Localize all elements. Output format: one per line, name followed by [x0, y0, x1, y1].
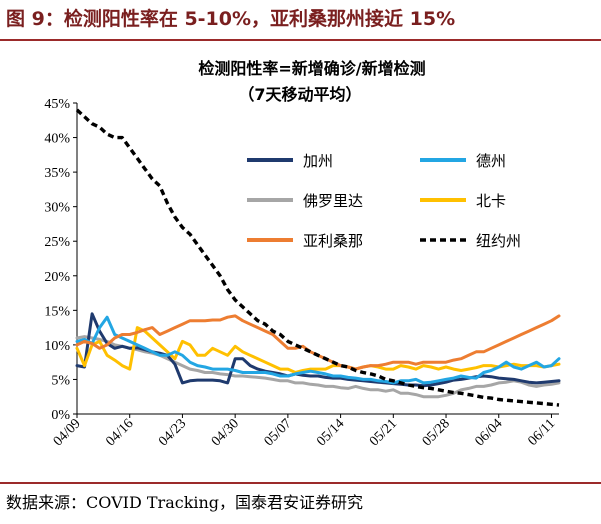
legend-label-3: 北卡 [476, 192, 506, 210]
x-tick-label: 05/21 [367, 416, 400, 449]
y-tick-label: 20% [44, 270, 70, 285]
x-tick-label: 04/23 [156, 416, 189, 449]
y-tick-label: 35% [44, 166, 70, 181]
y-tick-label: 45% [44, 97, 70, 112]
y-tick-label: 10% [44, 339, 70, 354]
positivity-rate-chart: 检测阳性率=新增确诊/新增检测 （7天移动平均） 0% 5% 10% 15% 20% 25… [44, 59, 561, 449]
legend-label-0: 加州 [303, 152, 333, 170]
y-tick-label: 25% [44, 235, 70, 250]
source-rule [0, 482, 601, 484]
x-tick-label: 04/16 [103, 416, 136, 449]
x-axis: 04/09 04/16 04/23 04/30 05/07 05/14 05/21 05/28… [51, 413, 559, 449]
series-line-5 [75, 108, 560, 407]
x-tick-label: 06/11 [526, 416, 559, 449]
chart-subtitle: （7天移动平均） [238, 85, 361, 104]
y-tick-label: 15% [44, 304, 70, 319]
series-lines [75, 108, 561, 407]
x-tick-label: 05/14 [314, 416, 347, 449]
figure-title: 图 9：检测阳性率在 5-10%，亚利桑那州接近 15% [6, 8, 456, 30]
chart-title: 检测阳性率=新增确诊/新增检测 [198, 59, 425, 78]
y-tick-label: 0% [51, 408, 70, 423]
title-rule [0, 39, 601, 41]
source-note: 数据来源：COVID Tracking，国泰君安证券研究 [6, 493, 364, 512]
y-axis: 0% 5% 10% 15% 20% 25% 30% 35% 40% 45% [44, 97, 78, 423]
x-tick-label: 05/28 [420, 416, 453, 449]
legend-label-2: 佛罗里达 [303, 192, 363, 210]
x-tick-label: 05/07 [262, 416, 295, 449]
x-tick-label: 04/30 [209, 416, 242, 449]
series-line-4 [75, 314, 561, 371]
x-tick-label: 06/04 [472, 416, 505, 449]
y-tick-label: 40% [44, 132, 70, 147]
series-line-3 [75, 326, 561, 374]
y-tick-label: 5% [51, 373, 70, 388]
legend-label-4: 亚利桑那 [303, 232, 363, 250]
legend-label-5: 纽约州 [476, 232, 521, 250]
y-tick-label: 30% [44, 201, 70, 216]
series-line-1 [75, 315, 561, 385]
legend-label-1: 德州 [476, 152, 506, 170]
